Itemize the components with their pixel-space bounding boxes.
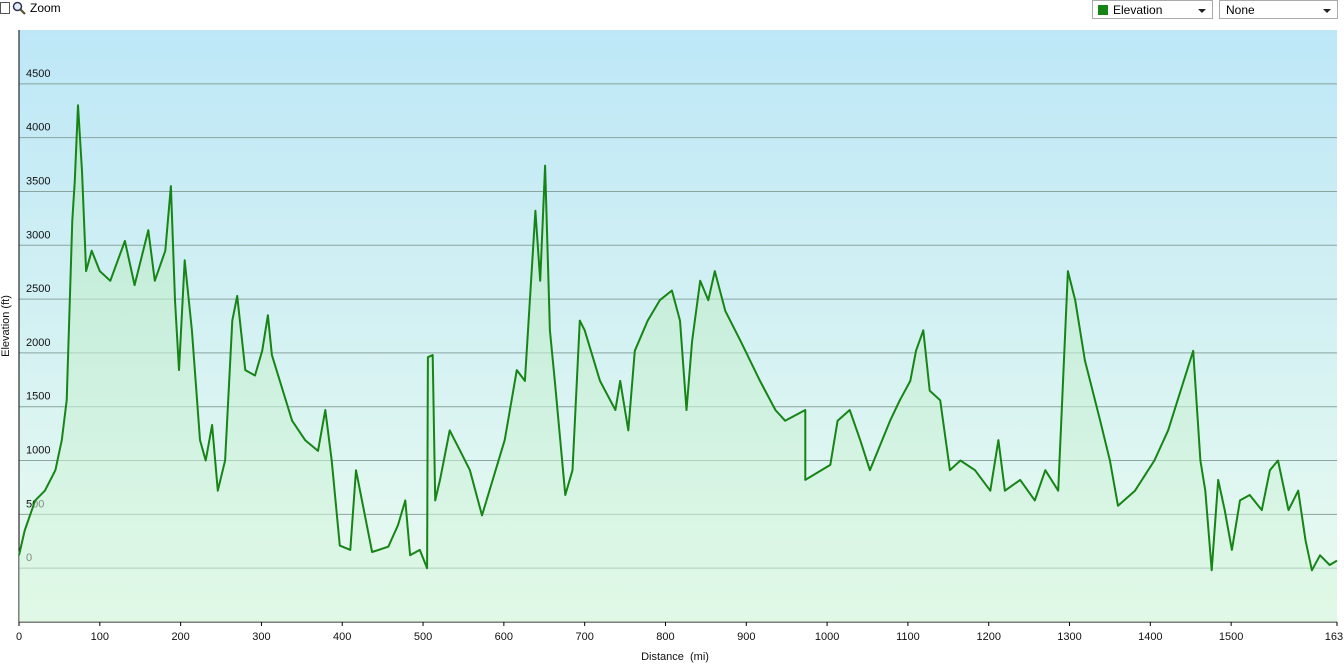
x-tick-label: 1631 [1325, 631, 1344, 643]
y-tick-label: 2500 [26, 283, 50, 295]
y-axis-title: Elevation (ft) [0, 295, 12, 357]
x-tick-label: 300 [252, 631, 270, 643]
x-tick-label: 1300 [1057, 631, 1081, 643]
y-tick-label: 3000 [26, 229, 50, 241]
zoom-label[interactable]: Zoom [30, 1, 61, 15]
x-tick-label: 700 [575, 631, 593, 643]
area [19, 105, 1337, 623]
y-tick-label: 1000 [26, 445, 50, 457]
y-tick-label: 4500 [26, 68, 50, 80]
x-axis-title: Distance (mi) [641, 651, 709, 663]
y-tick-label: 4000 [26, 122, 50, 134]
x-tick-label: 1400 [1138, 631, 1162, 643]
line [18, 104, 1338, 572]
x-tick-label: 900 [737, 631, 755, 643]
x-tick-label: 500 [414, 631, 432, 643]
x-tick-label: 1000 [815, 631, 839, 643]
second-select[interactable]: None [1219, 0, 1338, 19]
x-tick-label: 1100 [896, 631, 920, 643]
x-tick-label: 800 [656, 631, 674, 643]
y-tick-label: 1500 [26, 391, 50, 403]
x-tick-label: 1500 [1219, 631, 1243, 643]
x-tick-label: 1200 [976, 631, 1000, 643]
y-tick-label: 3500 [26, 175, 50, 187]
second-select-label: None [1226, 3, 1255, 17]
series-select[interactable]: Elevation [1092, 0, 1213, 19]
checkbox[interactable] [0, 2, 10, 14]
x-tick-label: 0 [16, 631, 22, 643]
x-tick-label: 600 [495, 631, 513, 643]
x-tick-label: 400 [333, 631, 351, 643]
zoom-icon[interactable] [12, 1, 26, 15]
series-name: Elevation [1113, 3, 1163, 17]
x-tick-label: 200 [171, 631, 189, 643]
series-swatch [1098, 5, 1108, 15]
x-tick-label: 100 [91, 631, 109, 643]
y-tick-label: 2000 [26, 337, 50, 349]
